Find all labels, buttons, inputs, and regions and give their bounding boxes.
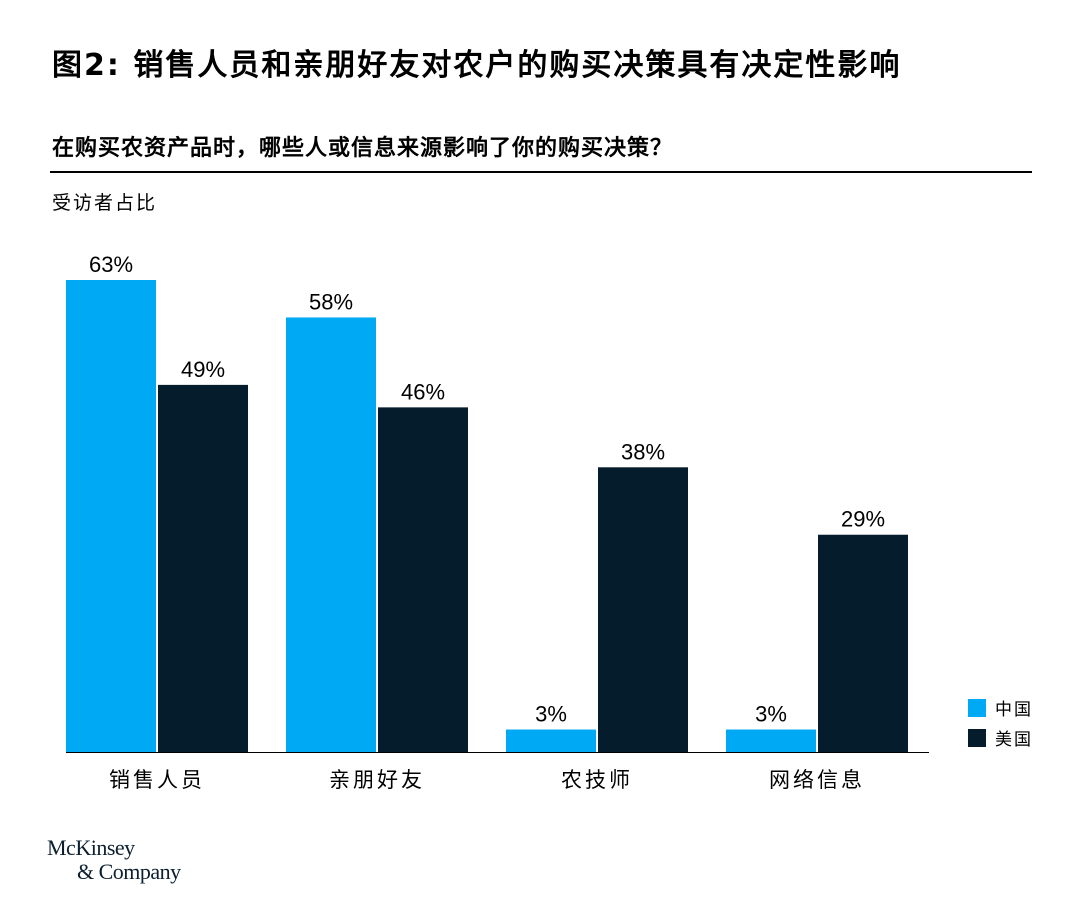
- logo-line-1: McKinsey: [47, 835, 135, 860]
- chart-title: 图2: 销售人员和亲朋好友对农户的购买决策具有决定性影响: [52, 48, 902, 83]
- category-label-3: 农技师: [561, 768, 633, 792]
- bar-china-4: [726, 729, 816, 752]
- bar-usa-1: [158, 384, 248, 752]
- data-label-china-3: 3%: [535, 702, 567, 727]
- data-label-china-1: 63%: [89, 252, 133, 277]
- legend-swatch-china: [968, 699, 986, 717]
- bar-china-1: [66, 280, 156, 752]
- bar-china-2: [286, 317, 376, 752]
- data-label-usa-3: 38%: [621, 439, 665, 464]
- bar-china-3: [506, 729, 596, 752]
- data-label-usa-2: 46%: [401, 379, 445, 404]
- y-unit-label: 受访者占比: [52, 192, 158, 214]
- bar-usa-3: [598, 467, 688, 752]
- category-label-1: 销售人员: [109, 768, 205, 792]
- legend-label-usa: 美国: [995, 730, 1033, 750]
- subtitle-divider: [50, 171, 1032, 173]
- legend-label-china: 中国: [995, 700, 1033, 720]
- data-label-china-2: 58%: [309, 289, 353, 314]
- category-label-4: 网络信息: [769, 768, 865, 792]
- category-label-2: 亲朋好友: [329, 768, 425, 792]
- chart-subtitle: 在购买农资产品时，哪些人或信息来源影响了你的购买决策？: [52, 136, 674, 161]
- logo-line-2: & Company: [77, 859, 181, 884]
- legend-swatch-usa: [968, 729, 986, 747]
- bar-usa-2: [378, 407, 468, 752]
- data-label-usa-1: 49%: [181, 357, 225, 382]
- data-label-usa-4: 29%: [841, 507, 885, 532]
- bar-usa-4: [818, 534, 908, 752]
- data-label-china-4: 3%: [755, 702, 787, 727]
- mckinsey-logo: McKinsey & Company: [47, 836, 181, 884]
